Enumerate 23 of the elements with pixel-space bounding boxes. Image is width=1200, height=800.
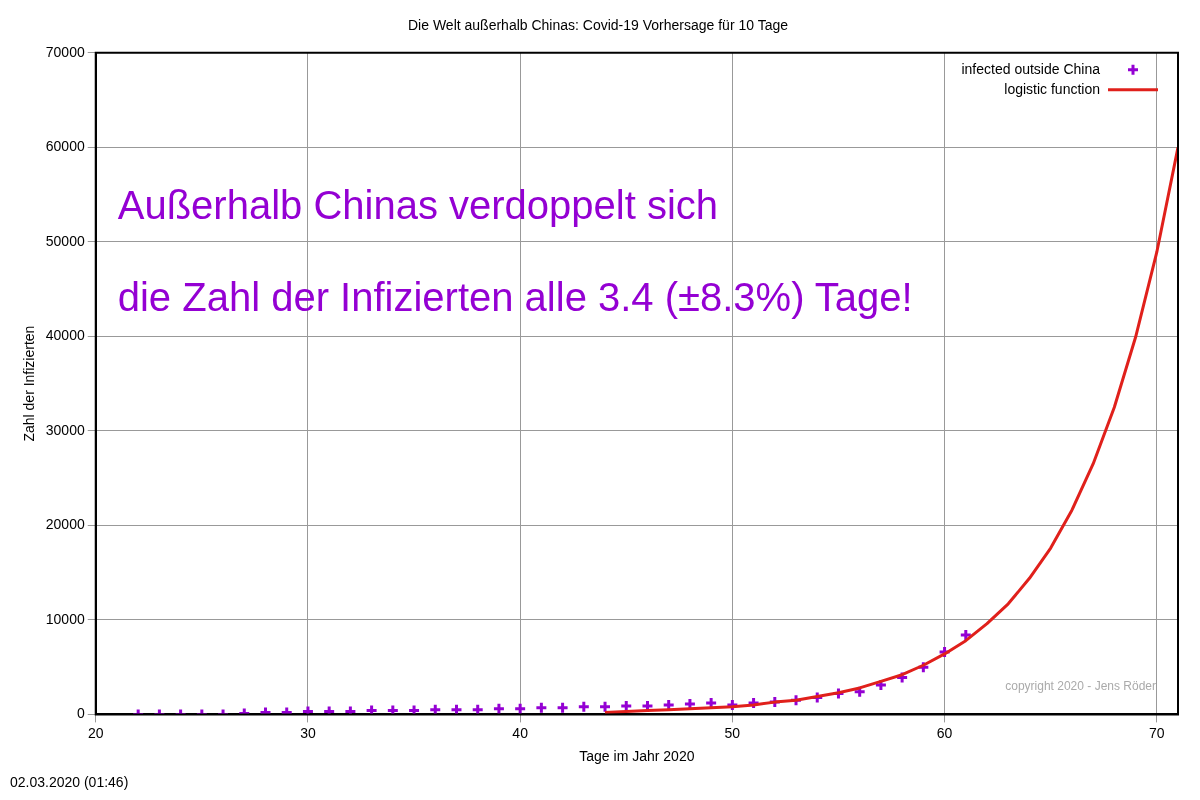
annotation: die Zahl der Infizierten alle 3.4 (±8.3%) Tage! bbox=[117, 274, 913, 319]
text: 02.03.2020 (01:46) bbox=[10, 773, 129, 790]
y-tick-label: 70000 bbox=[45, 43, 85, 60]
y-tick-label: 50000 bbox=[45, 232, 85, 249]
y-tick-label: 30000 bbox=[45, 421, 85, 438]
y-tick-label: 0 bbox=[76, 705, 85, 722]
y-axis-title: Zahl der Infizierten bbox=[21, 325, 38, 442]
x-tick-label: 30 bbox=[300, 724, 316, 741]
x-tick-label: 60 bbox=[936, 724, 953, 741]
x-tick-label: 70 bbox=[1148, 724, 1165, 741]
y-tick-label: 10000 bbox=[45, 610, 85, 627]
y-tick-label: 20000 bbox=[45, 516, 85, 533]
x-axis-title: Tage im Jahr 2020 bbox=[579, 748, 695, 765]
annotation: Außerhalb Chinas verdoppelt sich bbox=[117, 182, 719, 227]
legend-label: infected outside China bbox=[961, 60, 1101, 77]
x-tick-label: 40 bbox=[512, 724, 529, 741]
y-tick-label: 60000 bbox=[45, 138, 85, 155]
x-tick-label: 50 bbox=[724, 724, 741, 741]
annotation: copyright 2020 - Jens Röder bbox=[1005, 678, 1156, 693]
y-tick-label: 40000 bbox=[45, 327, 85, 344]
x-tick-label: 20 bbox=[87, 724, 104, 741]
chart-title: Die Welt außerhalb Chinas: Covid-19 Vorhersage für 10 Tage bbox=[407, 17, 789, 34]
legend-label: logistic function bbox=[1004, 80, 1100, 97]
